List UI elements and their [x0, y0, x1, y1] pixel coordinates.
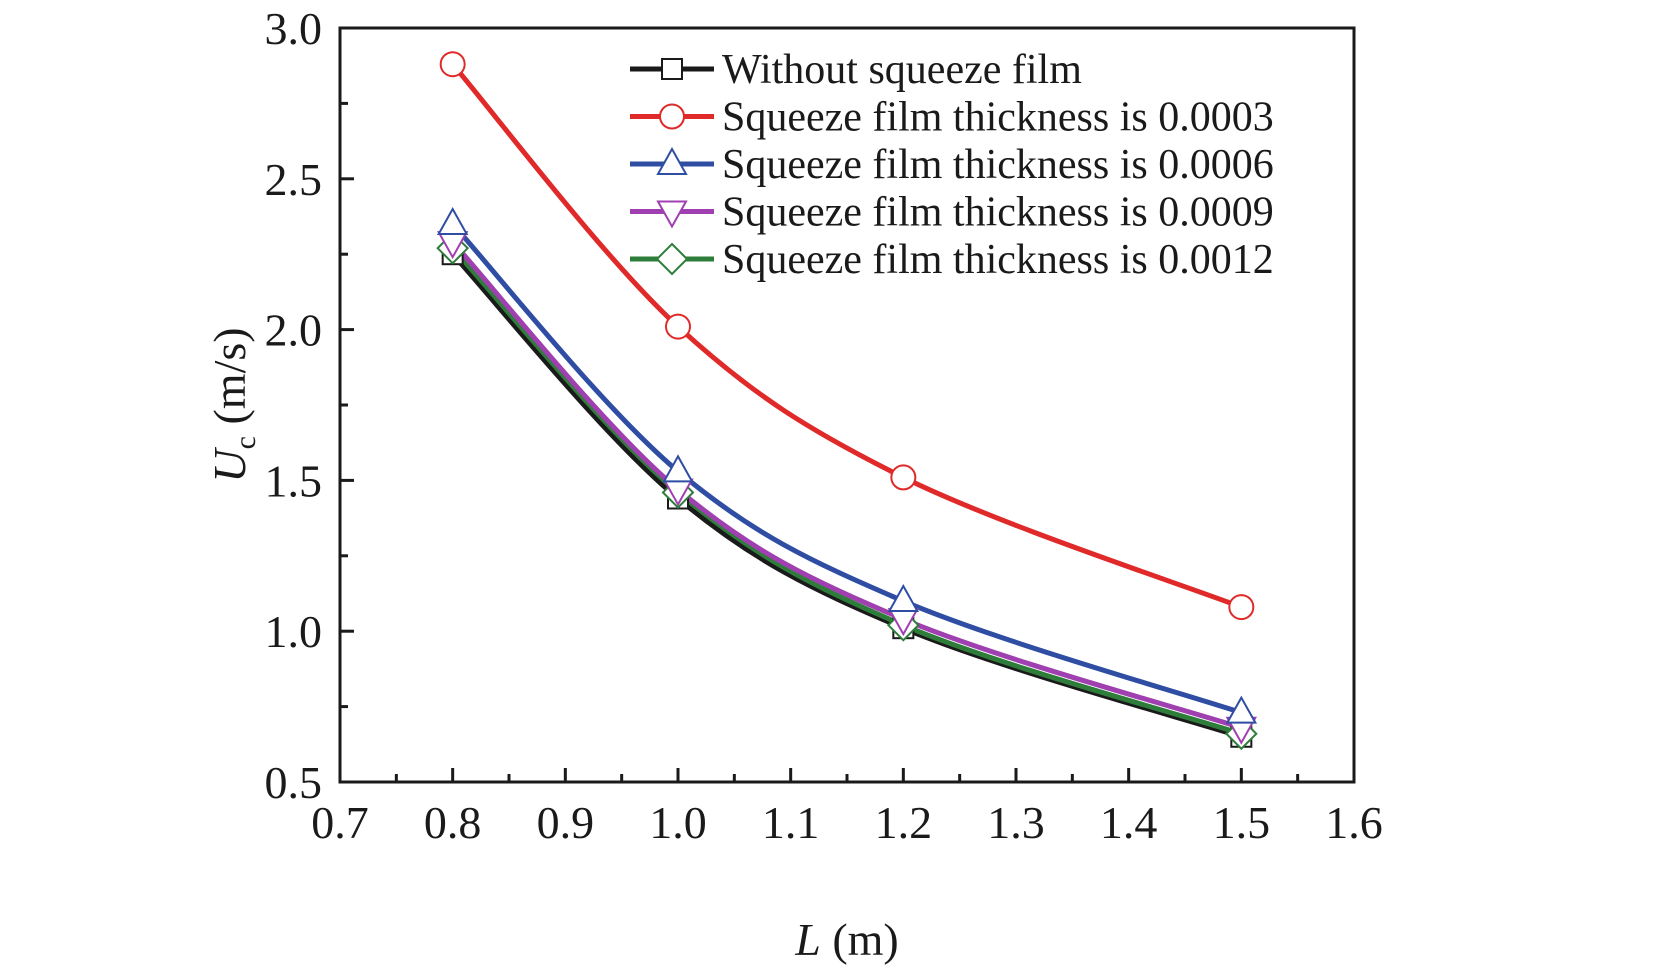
- x-tick-label: 1.3: [987, 797, 1045, 848]
- x-tick-label: 1.0: [649, 797, 707, 848]
- y-axis-title: Uc (m/s): [204, 327, 262, 482]
- y-tick-label: 0.5: [265, 757, 323, 808]
- y-tick-label: 2.0: [265, 305, 323, 356]
- series-line: [450, 222, 1243, 716]
- series-markers-2: [436, 206, 1258, 724]
- legend-item: Squeeze film thickness is 0.0006: [630, 142, 1274, 188]
- data-point-marker: [1228, 594, 1255, 621]
- y-axis-title-sub: c: [229, 436, 262, 449]
- legend-label: Squeeze film thickness is 0.0009: [722, 190, 1274, 236]
- legend-item: Squeeze film thickness is 0.0003: [630, 95, 1274, 141]
- data-point-marker: [436, 206, 469, 236]
- y-axis-title-unit: (m/s): [204, 327, 255, 436]
- series-line: [450, 62, 1243, 610]
- legend-marker: [661, 58, 683, 80]
- data-point-marker: [439, 51, 466, 78]
- data-point-marker: [1225, 695, 1258, 724]
- legend-label: Without squeeze film: [722, 47, 1082, 93]
- series-2: [450, 222, 1243, 716]
- legend-label: Squeeze film thickness is 0.0003: [722, 95, 1274, 141]
- legend-marker: [656, 200, 688, 229]
- axes: 0.7 0.8 0.9 1.0 1.1 1.2 1.3 1.4 1.5 1.6 0.5 1.0 1.5 2…: [265, 3, 1383, 848]
- series-line: [450, 240, 1243, 731]
- series-markers-0: [441, 243, 1253, 748]
- data-point-marker: [887, 583, 920, 613]
- y-tick-label: 1.5: [265, 455, 323, 506]
- x-tick-label: 1.4: [1100, 797, 1158, 848]
- x-tick-label: 1.5: [1213, 797, 1271, 848]
- series-markers-1: [439, 51, 1255, 621]
- series-markers-3: [436, 231, 1258, 745]
- series-line: [450, 246, 1243, 737]
- y-tick-label: 3.0: [265, 3, 323, 54]
- data-point-marker: [662, 454, 694, 483]
- legend-item: Without squeeze film: [630, 47, 1082, 93]
- legend-marker: [656, 146, 688, 175]
- series-4: [450, 246, 1243, 737]
- series-1: [450, 62, 1243, 610]
- series-layer: [436, 51, 1258, 751]
- series-0: [450, 252, 1243, 740]
- legend-marker: [655, 242, 689, 276]
- legend-label: Squeeze film thickness is 0.0012: [722, 237, 1274, 283]
- x-tick-label: 0.9: [537, 797, 595, 848]
- legend-item: Squeeze film thickness is 0.0009: [630, 190, 1274, 236]
- y-tick-label: 2.5: [265, 154, 323, 205]
- data-point-marker: [665, 313, 691, 340]
- x-axis-title-var: L: [794, 914, 821, 965]
- legend-marker: [659, 103, 685, 130]
- y-tick-label: 1.0: [265, 606, 323, 657]
- series-markers-4: [436, 231, 1258, 751]
- y-axis-title-var: U: [204, 447, 255, 483]
- series-line: [450, 252, 1243, 740]
- legend-item: Squeeze film thickness is 0.0012: [630, 237, 1274, 283]
- x-tick-label: 1.1: [762, 797, 820, 848]
- x-tick-label: 0.7: [311, 797, 369, 848]
- series-3: [450, 240, 1243, 731]
- x-axis-title: L (m): [794, 914, 899, 965]
- x-axis-title-unit: (m): [821, 914, 899, 965]
- data-point-marker: [890, 464, 917, 491]
- x-tick-label: 1.6: [1325, 797, 1383, 848]
- x-tick-label: 1.2: [875, 797, 933, 848]
- x-tick-label: 0.8: [424, 797, 482, 848]
- legend-label: Squeeze film thickness is 0.0006: [722, 142, 1274, 188]
